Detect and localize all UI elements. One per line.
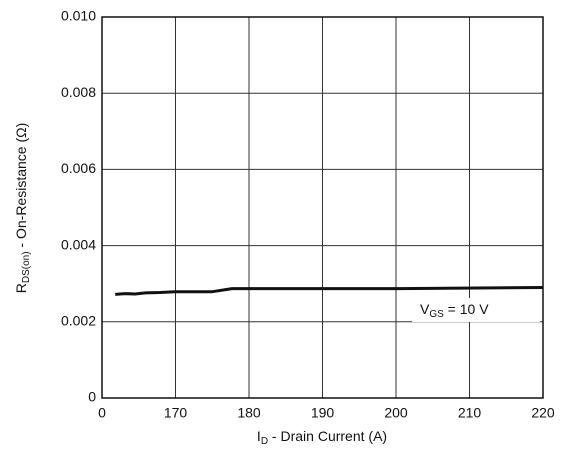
- annotation-box: [412, 298, 540, 322]
- x-tick-label: 170: [164, 405, 188, 421]
- x-tick-label: 200: [384, 405, 408, 421]
- y-tick-label: 0.004: [61, 236, 96, 252]
- x-label-main: I: [257, 428, 261, 444]
- x-tick-label: 0: [98, 405, 106, 421]
- plot-frame: [101, 16, 544, 399]
- annotation: VGS = 10 V: [420, 301, 489, 320]
- x-label-sub: D: [261, 436, 268, 447]
- annotation-sub: GS: [429, 309, 444, 320]
- annotation-main: V: [420, 301, 430, 317]
- y-axis-label: RDS(on) - On-Resistance (Ω): [13, 123, 32, 294]
- x-tick-label: 220: [531, 405, 555, 421]
- y-tick-label: 0.010: [61, 8, 96, 24]
- data-line: [115, 286, 544, 296]
- annotation-rest: = 10 V: [444, 301, 489, 317]
- x-tick-label: 190: [311, 405, 335, 421]
- y-tick-label: 0.008: [61, 84, 96, 100]
- y-label-rest: - On-Resistance (Ω): [13, 123, 29, 252]
- x-label-rest: - Drain Current (A): [268, 428, 387, 444]
- x-tick-label: 180: [237, 405, 261, 421]
- x-axis-label: ID - Drain Current (A): [257, 428, 387, 447]
- y-label-main: R: [13, 283, 29, 293]
- y-tick-label: 0.002: [61, 313, 96, 329]
- y-tick-label: 0: [88, 389, 96, 405]
- y-tick-label: 0.006: [61, 160, 96, 176]
- x-tick-label: 210: [458, 405, 482, 421]
- y-label-sub: DS(on): [21, 251, 32, 283]
